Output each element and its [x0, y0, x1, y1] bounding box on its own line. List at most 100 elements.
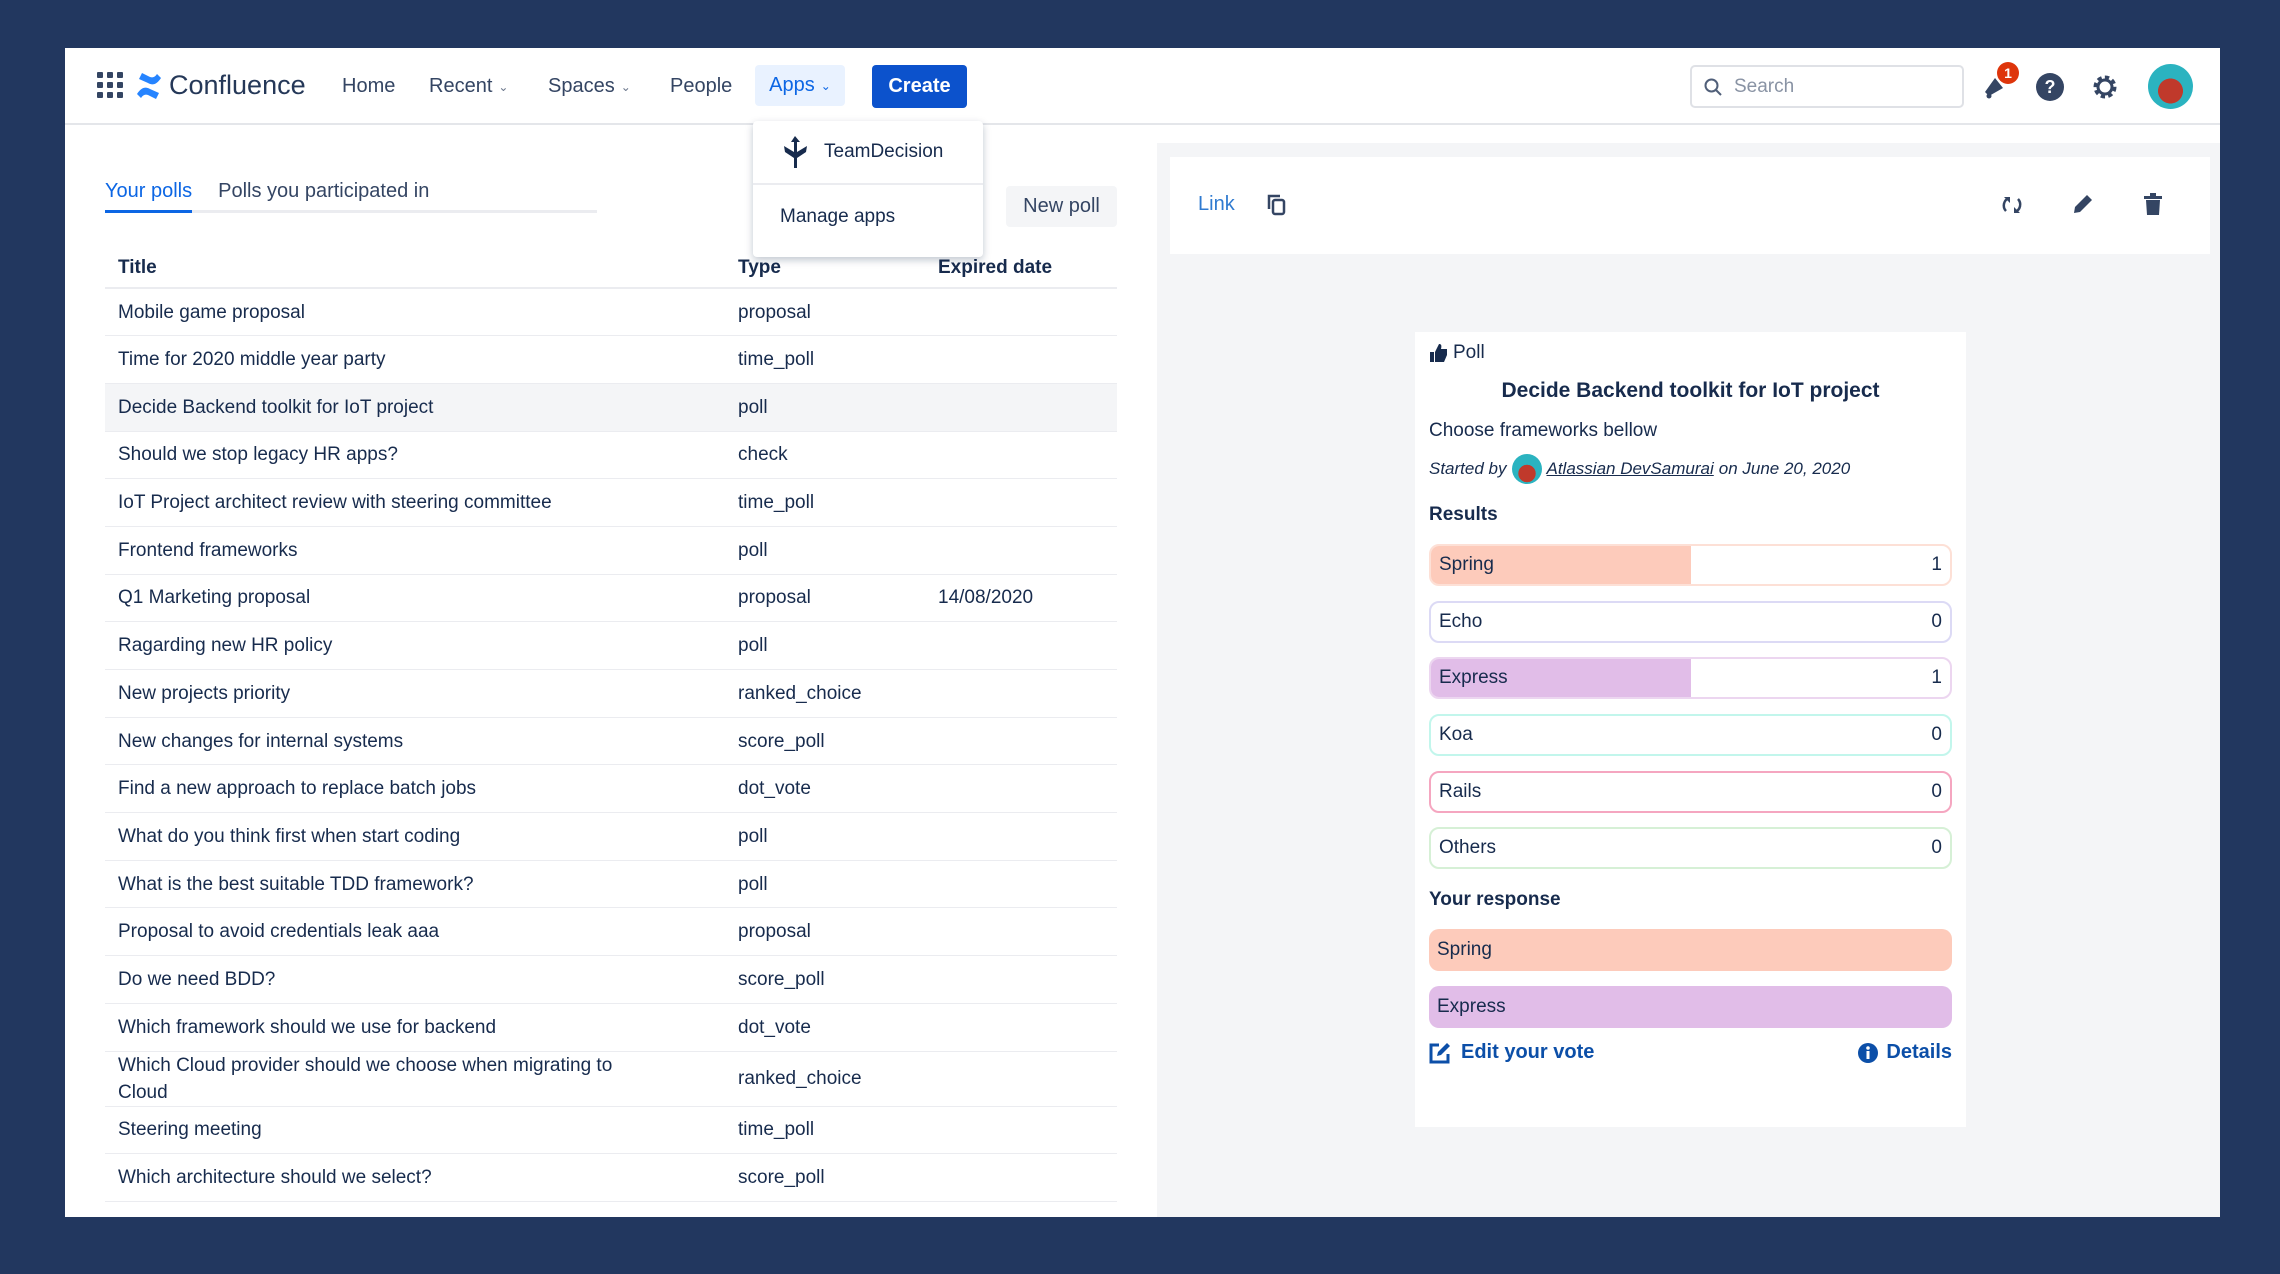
- tab-your-polls[interactable]: Your polls: [105, 180, 193, 213]
- poll-detail-panel: Link Poll Decide Backend toolkit for IoT…: [1157, 143, 2220, 1217]
- refresh-icon[interactable]: [2000, 193, 2024, 217]
- table-row[interactable]: New projects priority ranked_choice: [105, 669, 1117, 718]
- settings-button[interactable]: [2087, 69, 2123, 105]
- menu-item-manage-apps[interactable]: Manage apps: [753, 185, 983, 249]
- nav-people-label: People: [670, 75, 733, 97]
- menu-item-teamdecision[interactable]: TeamDecision: [753, 121, 983, 185]
- table-row[interactable]: IoT Project architect review with steeri…: [105, 478, 1117, 527]
- bell-icon: [1985, 78, 2003, 99]
- results-list: Spring 1 Echo 0 Express 1 Koa 0 Rails 0 Others 0: [1429, 544, 1952, 870]
- cell-title: New projects priority: [105, 669, 725, 718]
- cell-expired-date: [925, 860, 1117, 909]
- table-row[interactable]: Should we stop legacy HR apps? check: [105, 431, 1117, 480]
- nav-spaces[interactable]: Spaces ⌄: [548, 75, 631, 98]
- nav-apps-label: Apps: [769, 74, 815, 96]
- cell-expired-date: [925, 717, 1117, 766]
- cell-expired-date: [925, 1153, 1117, 1202]
- delete-icon[interactable]: [2143, 192, 2163, 216]
- nav-home-label: Home: [342, 75, 396, 97]
- poll-meta: Started by Atlassian DevSamurai on June …: [1429, 454, 1952, 484]
- table-row[interactable]: Which architecture should we select? scor…: [105, 1153, 1117, 1202]
- teamdecision-icon: [784, 136, 807, 168]
- cell-expired-date: [925, 288, 1117, 337]
- poll-label-text: Poll: [1453, 342, 1485, 363]
- cell-title: Ragarding new HR policy: [105, 621, 725, 670]
- table-row[interactable]: Mobile game proposal proposal: [105, 288, 1117, 337]
- details-label: Details: [1886, 1041, 1952, 1064]
- cell-type: score_poll: [725, 1153, 925, 1202]
- cell-expired-date: [925, 1051, 1117, 1107]
- search-input[interactable]: Search: [1690, 65, 1964, 108]
- confluence-logo[interactable]: Confluence: [135, 70, 306, 101]
- cell-title: Should we stop legacy HR apps?: [105, 431, 725, 480]
- nav-recent[interactable]: Recent ⌄: [429, 75, 508, 98]
- edit-icon[interactable]: [2072, 193, 2094, 215]
- cell-expired-date: [925, 907, 1117, 957]
- table-row[interactable]: Proposal to avoid credentials leak aaa pr…: [105, 907, 1117, 957]
- search-icon: [1704, 78, 1722, 96]
- link-button[interactable]: Link: [1198, 193, 1235, 215]
- copy-icon[interactable]: [1266, 193, 1288, 217]
- cell-expired-date: [925, 335, 1117, 384]
- notifications-button[interactable]: 1: [1977, 62, 2019, 106]
- table-row[interactable]: Ragarding new HR policy poll: [105, 621, 1117, 670]
- result-label: Echo: [1439, 610, 1483, 632]
- table-row[interactable]: Which framework should we use for backen…: [105, 1003, 1117, 1052]
- user-avatar[interactable]: [2148, 64, 2193, 109]
- table-row[interactable]: What do you think first when start codin…: [105, 812, 1117, 861]
- cell-title: Frontend frameworks: [105, 526, 725, 575]
- menu-item-label: Manage apps: [780, 206, 896, 227]
- new-poll-button[interactable]: New poll: [1006, 186, 1117, 227]
- thumbs-up-icon: [1430, 344, 1447, 362]
- table-row[interactable]: What is the best suitable TDD framework?…: [105, 860, 1117, 909]
- tab-polls-participated[interactable]: Polls you participated in: [218, 180, 430, 202]
- result-bar: Koa 0: [1429, 714, 1952, 757]
- table-row[interactable]: Find a new approach to replace batch job…: [105, 764, 1117, 814]
- author-link[interactable]: Atlassian DevSamurai: [1546, 459, 1714, 478]
- app-switcher-icon[interactable]: [95, 70, 125, 105]
- table-row[interactable]: New changes for internal systems score_po…: [105, 717, 1117, 766]
- table-row[interactable]: Frontend frameworks poll: [105, 526, 1117, 575]
- table-row[interactable]: Steering meeting time_poll: [105, 1106, 1117, 1155]
- edit-vote-link[interactable]: Edit your vote: [1429, 1041, 1594, 1064]
- result-label: Others: [1439, 837, 1497, 859]
- response-item: Express: [1429, 986, 1952, 1029]
- result-votes: 0: [1931, 780, 1942, 802]
- cell-expired-date: [925, 955, 1117, 1004]
- nav-home[interactable]: Home: [342, 75, 395, 98]
- chevron-down-icon: ⌄: [820, 78, 831, 93]
- cell-type: proposal: [725, 907, 925, 957]
- result-fill: [1431, 659, 1691, 698]
- poll-date: on June 20, 2020: [1718, 459, 1851, 478]
- cell-expired-date: 14/08/2020: [925, 574, 1117, 623]
- table-row[interactable]: Time for 2020 middle year party time_poll: [105, 335, 1117, 384]
- cell-expired-date: [925, 1003, 1117, 1052]
- cell-title: Steering meeting: [105, 1106, 725, 1155]
- column-title: Title: [105, 246, 725, 289]
- nav-apps[interactable]: Apps ⌄: [755, 65, 845, 106]
- table-row[interactable]: Which Cloud provider should we choose wh…: [105, 1051, 1117, 1107]
- poll-toolbar: Link: [1170, 157, 2210, 254]
- create-button[interactable]: Create: [872, 65, 967, 108]
- nav-people[interactable]: People: [670, 75, 732, 98]
- polls-tabs: Your polls Polls you participated in: [105, 180, 597, 213]
- started-by-label: Started by: [1429, 459, 1507, 478]
- help-icon: ?: [2036, 73, 2064, 101]
- cell-title: Proposal to avoid credentials leak aaa: [105, 907, 725, 957]
- notification-badge: 1: [1997, 62, 2019, 84]
- table-row[interactable]: Decide Backend toolkit for IoT project po…: [105, 383, 1117, 432]
- cell-type: poll: [725, 621, 925, 670]
- cell-title: Time for 2020 middle year party: [105, 335, 725, 384]
- cell-type: check: [725, 431, 925, 480]
- search-placeholder: Search: [1734, 75, 1795, 97]
- nav-recent-label: Recent: [429, 75, 493, 97]
- details-link[interactable]: Details: [1858, 1041, 1952, 1064]
- help-button[interactable]: ?: [2032, 69, 2068, 105]
- table-row[interactable]: Q1 Marketing proposal proposal 14/08/2020: [105, 574, 1117, 623]
- cell-title: What is the best suitable TDD framework?: [105, 860, 725, 909]
- cell-expired-date: [925, 812, 1117, 861]
- result-bar: Express 1: [1429, 657, 1952, 700]
- cell-type: ranked_choice: [725, 669, 925, 718]
- cell-type: poll: [725, 526, 925, 575]
- table-row[interactable]: Do we need BDD? score_poll: [105, 955, 1117, 1004]
